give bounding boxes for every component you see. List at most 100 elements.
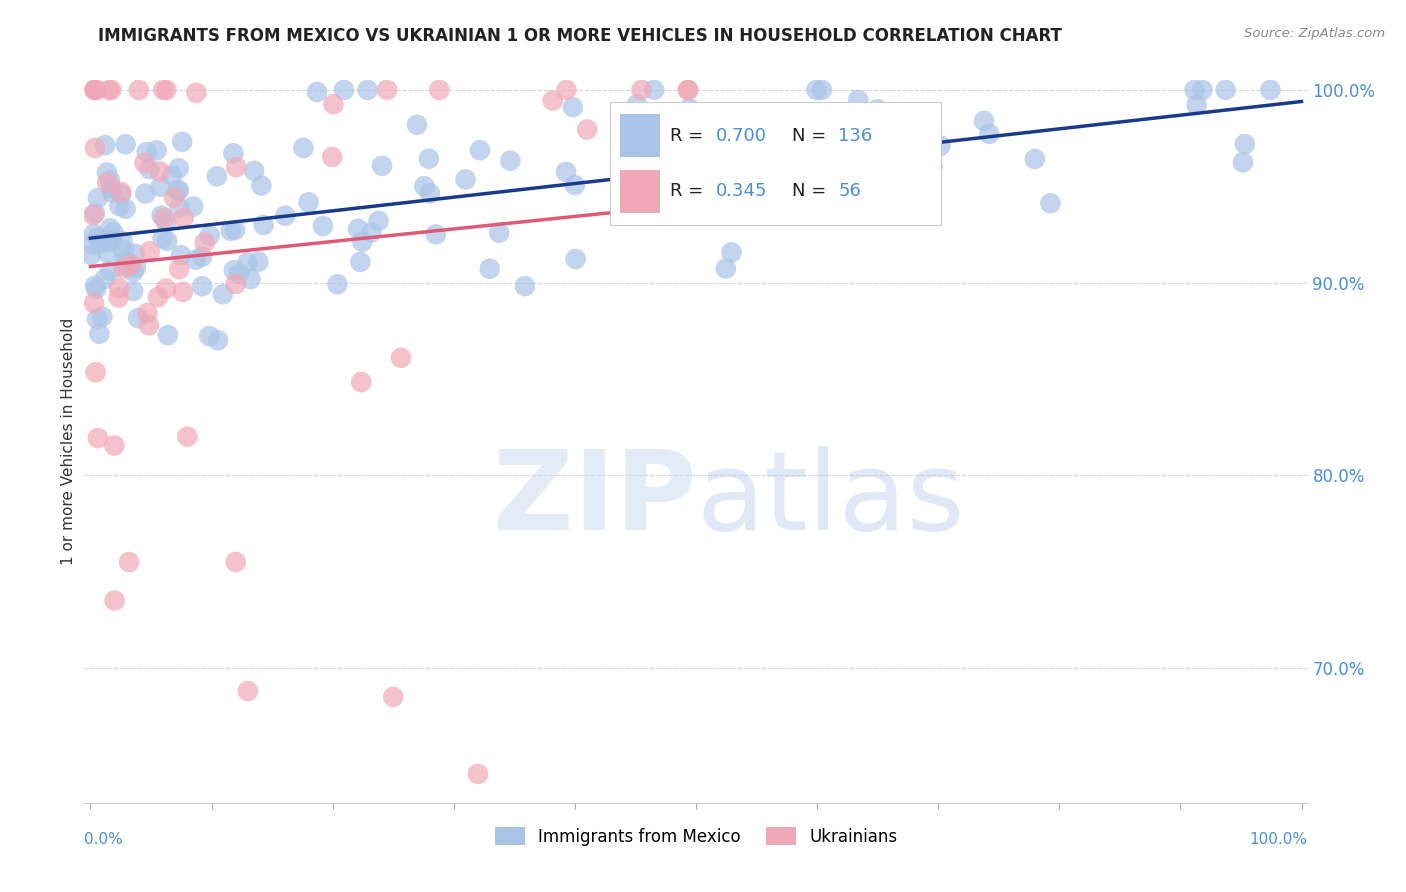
Point [111, 235, 134, 249]
Point [170, 248, 193, 262]
Point [155, 83, 177, 97]
Point [561, 100, 583, 114]
Point [973, 114, 995, 128]
Point [94, 271, 117, 285]
Point [108, 199, 131, 213]
Point [222, 146, 245, 161]
Point [555, 165, 578, 179]
Point [1191, 83, 1213, 97]
Point [176, 430, 198, 444]
Point [181, 200, 204, 214]
Point [107, 291, 129, 305]
Point [100, 83, 122, 97]
Point [1039, 196, 1062, 211]
Point [576, 122, 599, 136]
Point [979, 127, 1001, 141]
Point [643, 83, 665, 97]
Point [127, 311, 149, 326]
Point [150, 209, 173, 223]
Point [136, 306, 159, 320]
Point [153, 211, 176, 226]
Point [86, 83, 108, 97]
Point [350, 375, 373, 389]
Point [169, 262, 191, 277]
Point [155, 215, 177, 229]
Point [488, 226, 510, 240]
Point [333, 83, 356, 97]
Point [198, 329, 221, 343]
Point [167, 183, 190, 197]
Point [564, 178, 586, 193]
Point [103, 438, 125, 452]
Point [382, 690, 405, 704]
Legend: Immigrants from Mexico, Ukrainians: Immigrants from Mexico, Ukrainians [488, 821, 904, 852]
Point [118, 555, 141, 569]
Point [371, 159, 394, 173]
Point [714, 261, 737, 276]
Point [929, 138, 952, 153]
Point [921, 160, 943, 174]
Point [84, 141, 107, 155]
Point [186, 86, 208, 100]
Point [139, 244, 162, 259]
Point [138, 162, 160, 177]
Point [84, 206, 107, 220]
Point [219, 224, 242, 238]
Point [630, 83, 652, 97]
Point [211, 287, 233, 301]
Point [110, 185, 132, 199]
Point [676, 83, 699, 97]
Point [626, 97, 648, 112]
Point [96, 165, 118, 179]
Point [305, 85, 328, 99]
Point [749, 197, 772, 211]
Point [149, 164, 172, 178]
Point [117, 260, 139, 275]
Point [225, 277, 247, 291]
Point [112, 243, 135, 257]
Point [298, 195, 321, 210]
Point [128, 83, 150, 97]
Point [98, 83, 121, 97]
Text: ZIP: ZIP [492, 446, 696, 553]
Point [152, 231, 174, 245]
Point [247, 254, 270, 268]
Point [468, 143, 491, 157]
Point [222, 263, 245, 277]
Point [87, 230, 110, 244]
Point [114, 137, 136, 152]
Point [419, 186, 441, 201]
Point [360, 226, 382, 240]
Point [172, 135, 194, 149]
Point [184, 252, 207, 267]
Point [918, 142, 941, 156]
Point [104, 593, 127, 607]
Point [1024, 152, 1046, 166]
Point [418, 152, 440, 166]
Text: 0.0%: 0.0% [84, 831, 124, 847]
Point [347, 221, 370, 235]
Text: 100.0%: 100.0% [1250, 831, 1308, 847]
Point [811, 83, 834, 97]
Point [720, 245, 742, 260]
Point [191, 250, 214, 264]
Point [121, 257, 143, 271]
Point [94, 138, 117, 153]
Point [250, 178, 273, 193]
Point [312, 219, 335, 233]
Point [228, 267, 250, 281]
Point [198, 228, 221, 243]
Point [149, 179, 172, 194]
Point [236, 255, 259, 269]
Point [759, 188, 782, 202]
Point [239, 272, 262, 286]
Point [1184, 83, 1206, 97]
Point [163, 191, 186, 205]
Point [322, 97, 344, 112]
Point [152, 83, 174, 97]
Point [1185, 97, 1208, 112]
Point [846, 93, 869, 107]
Point [83, 278, 105, 293]
Point [513, 279, 536, 293]
Point [352, 235, 374, 249]
